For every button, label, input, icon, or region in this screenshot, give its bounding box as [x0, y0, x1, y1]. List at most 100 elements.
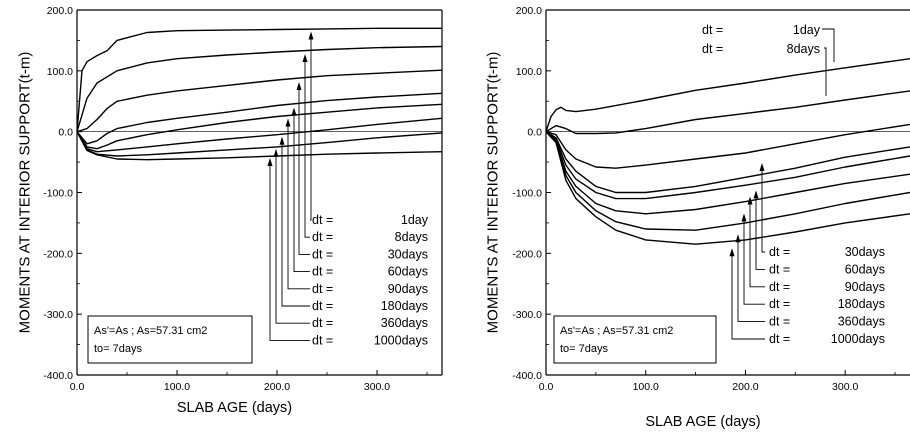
curve-leader — [737, 238, 765, 323]
curve-label: 360days — [838, 315, 885, 329]
y-tick-label: -300.0 — [43, 309, 73, 321]
y-tick-label: -400.0 — [512, 370, 542, 382]
series-line-8 — [545, 131, 910, 245]
series-line-3 — [76, 69, 443, 133]
parameter-line-1: As'=As ; As=57.31 cm2 — [560, 325, 673, 337]
curve-label: dt = — [312, 299, 333, 313]
x-axis-label: SLAB AGE (days) — [177, 400, 292, 416]
x-tick-label: 0.0 — [70, 381, 85, 393]
y-tick-label: -400.0 — [43, 370, 73, 382]
curve-label: 180days — [838, 297, 885, 311]
series-line-5 — [76, 103, 443, 150]
curve-leader — [310, 35, 312, 221]
series-line-8 — [76, 131, 443, 161]
series-line-5 — [545, 131, 910, 200]
curve-label: dt = — [769, 332, 790, 346]
curve-label: dt = — [312, 247, 333, 261]
curve-label: dt = — [769, 315, 790, 329]
curve-label: dt = — [769, 245, 790, 259]
y-axis-label: MOMENTS AT INTERIOR SUPPORT(t-m) — [484, 52, 501, 334]
parameter-box — [87, 315, 253, 364]
parameter-box — [553, 315, 717, 364]
y-tick-label: 100.0 — [47, 66, 73, 78]
curve-label: dt = — [702, 23, 723, 37]
leader-arrowhead — [267, 158, 273, 166]
leader-arrowhead — [308, 31, 314, 40]
curve-label: 1day — [401, 213, 429, 227]
curve-label: 30days — [845, 245, 885, 259]
curve-leader — [749, 200, 765, 288]
leader-arrowhead — [735, 234, 741, 243]
curve-label: 1day — [793, 23, 821, 37]
leader-arrowhead — [291, 107, 297, 116]
parameter-line-2: to= 7days — [560, 343, 609, 355]
curve-label: 1000days — [831, 332, 885, 346]
y-tick-label: -200.0 — [43, 248, 73, 260]
curve-label: 8days — [395, 230, 428, 244]
x-tick-label: 0.0 — [539, 381, 554, 393]
y-tick-label: 100.0 — [516, 66, 542, 78]
chart-panel-2: 200.0100.00.0-100.0-200.0-300.0-400.00.0… — [484, 5, 910, 430]
y-axis-label: MOMENTS AT INTERIOR SUPPORT(t-m) — [16, 52, 33, 334]
curve-leader — [743, 217, 765, 305]
curve-label: 60days — [388, 265, 428, 279]
y-tick-label: -100.0 — [512, 188, 542, 200]
curve-label: 8days — [787, 42, 820, 56]
chart-panel-1: 200.0100.00.0-100.0-200.0-300.0-400.00.0… — [16, 5, 443, 416]
y-tick-label: 0.0 — [527, 127, 542, 139]
y-tick-label: -100.0 — [43, 188, 73, 200]
leader-arrowhead — [302, 53, 308, 62]
curve-label: 30days — [388, 247, 428, 261]
curve-leader — [304, 57, 310, 238]
leader-arrowhead — [729, 248, 735, 257]
curve-leader — [287, 122, 310, 290]
curve-label: 90days — [845, 280, 885, 294]
series-line-3 — [545, 123, 910, 169]
x-tick-label: 200.0 — [732, 381, 758, 393]
series-line-2 — [76, 45, 443, 132]
curve-leader — [731, 252, 765, 340]
curve-label: dt = — [312, 230, 333, 244]
curve-label: dt = — [312, 213, 333, 227]
curve-label: dt = — [769, 297, 790, 311]
curve-leader — [761, 167, 765, 253]
leader-arrowhead — [759, 163, 765, 172]
series-line-2 — [545, 90, 910, 135]
curve-label: 360days — [381, 316, 428, 330]
curve-label: dt = — [702, 42, 723, 56]
curve-label: 180days — [381, 299, 428, 313]
y-tick-label: 200.0 — [47, 5, 73, 17]
series-line-7 — [545, 131, 910, 231]
y-tick-label: -300.0 — [512, 309, 542, 321]
x-tick-label: 300.0 — [832, 381, 858, 393]
x-axis-label: SLAB AGE (days) — [645, 414, 760, 430]
series-line-4 — [76, 92, 443, 145]
curve-leader — [293, 111, 310, 273]
curve-label: dt = — [312, 282, 333, 296]
leader-arrowhead — [279, 136, 285, 145]
curve-leader — [824, 47, 827, 96]
y-tick-label: 0.0 — [58, 127, 73, 139]
x-tick-label: 300.0 — [364, 381, 390, 393]
series-line-4 — [545, 131, 910, 194]
curve-leader — [298, 85, 310, 255]
curve-label: dt = — [312, 265, 333, 279]
y-tick-label: 200.0 — [516, 5, 542, 17]
curve-leader — [822, 28, 835, 62]
series-line-1 — [76, 27, 442, 132]
x-tick-label: 100.0 — [164, 381, 190, 393]
leader-arrowhead — [273, 148, 279, 157]
x-tick-label: 100.0 — [633, 381, 659, 393]
parameter-line-2: to= 7days — [94, 343, 143, 355]
leader-arrowhead — [747, 196, 753, 205]
curve-leader — [269, 162, 310, 341]
curve-label: dt = — [769, 280, 790, 294]
series-line-6 — [545, 131, 910, 215]
series-line-6 — [76, 117, 443, 153]
curve-label: dt = — [312, 333, 333, 347]
curve-leader — [275, 152, 310, 324]
curve-leader — [281, 140, 310, 307]
leader-arrowhead — [296, 81, 302, 90]
curve-label: dt = — [769, 262, 790, 276]
leader-arrowhead — [753, 190, 759, 199]
